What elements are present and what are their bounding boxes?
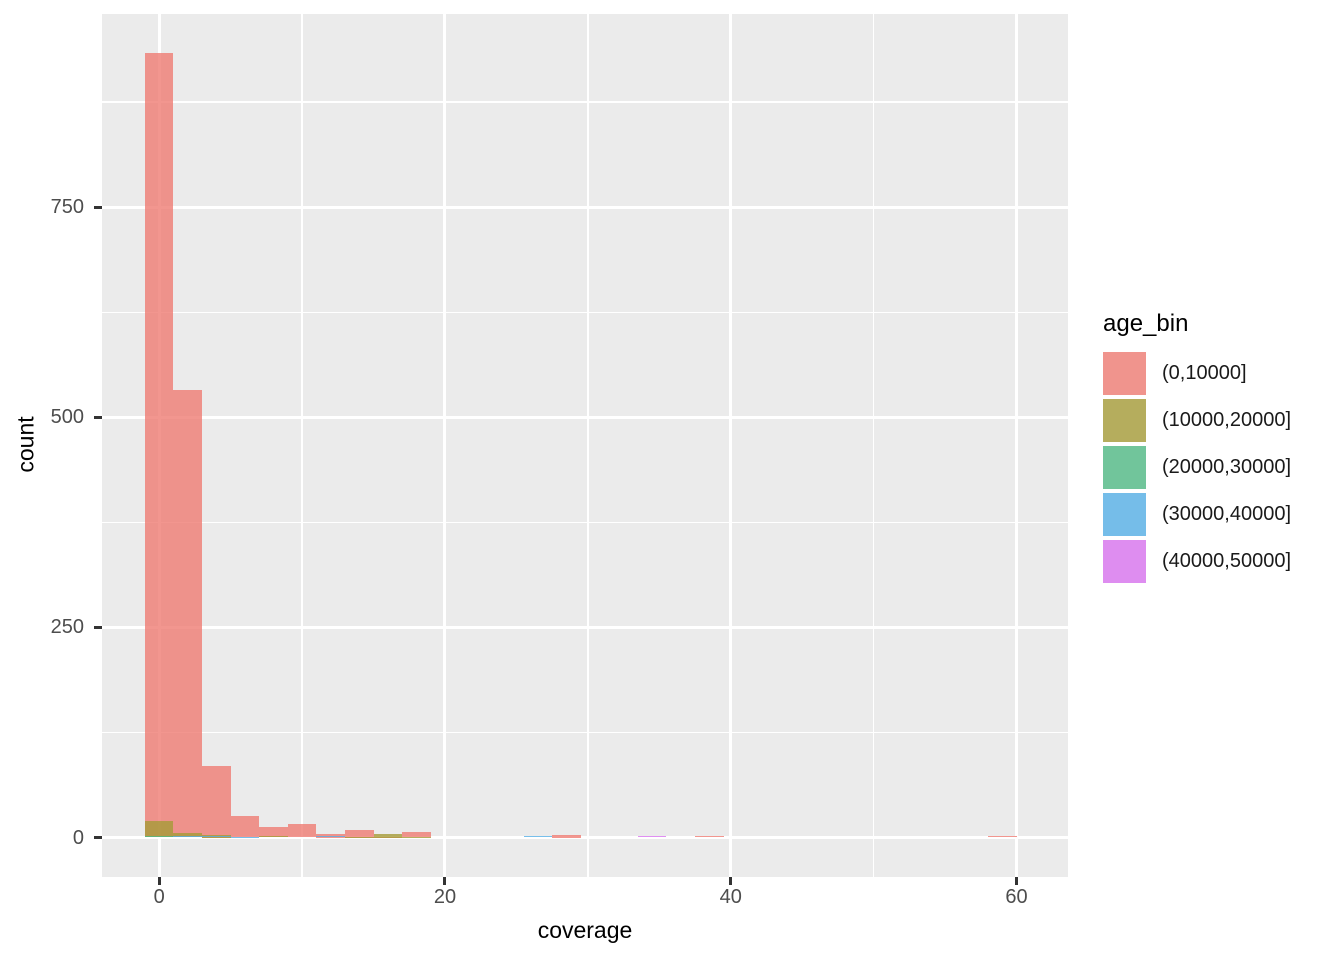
y-tick-mark: [94, 625, 102, 629]
x-tick-mark: [157, 877, 161, 885]
legend-item: (30000,40000]: [1103, 493, 1291, 536]
y-major-gridline: [102, 415, 1068, 419]
histogram-bar: [344, 836, 374, 838]
y-major-gridline: [102, 625, 1068, 629]
legend-label: (20000,30000]: [1162, 456, 1292, 478]
histogram-bar: [144, 835, 174, 838]
histogram-bar: [259, 835, 288, 838]
histogram-bar: [402, 832, 431, 838]
histogram-bar: [373, 834, 403, 838]
histogram-bar: [987, 835, 1017, 838]
x-minor-gridline: [872, 14, 875, 877]
x-minor-gridline: [301, 14, 303, 877]
legend-swatch: [1103, 493, 1146, 536]
histogram-bar: [230, 836, 260, 838]
histogram-bar: [287, 824, 317, 838]
histogram-bar: [523, 835, 553, 838]
legend-key: [1103, 446, 1146, 489]
legend-swatch: [1103, 352, 1146, 395]
histogram-bar: [637, 835, 667, 838]
x-tick-label: 20: [433, 886, 457, 908]
y-tick-label: 500: [50, 406, 84, 429]
histogram-bar: [402, 836, 431, 838]
legend-swatch: [1103, 399, 1146, 442]
y-minor-gridline: [102, 101, 1068, 103]
y-tick-mark: [94, 205, 102, 209]
histogram-bar: [144, 820, 174, 838]
legend-label: (10000,20000]: [1162, 409, 1292, 431]
x-tick-mark: [1015, 877, 1019, 885]
legend-swatch: [1103, 446, 1146, 489]
x-tick-label: 40: [719, 886, 742, 908]
histogram-bar: [230, 816, 260, 838]
histogram-bar: [173, 835, 203, 838]
legend-item: (40000,50000]: [1103, 540, 1291, 583]
y-major-gridline: [102, 205, 1068, 209]
histogram-bar: [316, 835, 345, 838]
histogram-bar: [144, 53, 174, 838]
legend-item: (20000,30000]: [1103, 446, 1291, 489]
x-axis-title: coverage: [537, 917, 633, 943]
legend-label: (30000,40000]: [1162, 503, 1292, 525]
plot-panel: [102, 14, 1068, 877]
legend-key: [1103, 540, 1146, 583]
legend-item: (0,10000]: [1103, 352, 1291, 395]
legend-key: [1103, 352, 1146, 395]
x-major-gridline: [1015, 14, 1019, 877]
histogram-bar: [259, 827, 288, 838]
histogram-bar: [173, 389, 203, 838]
legend: age_bin (0,10000] (10000,20000] (20000,300…: [1103, 310, 1291, 587]
histogram-bar: [202, 766, 231, 838]
legend-title: age_bin: [1103, 310, 1189, 337]
legend-label: (0,10000]: [1162, 362, 1247, 384]
x-tick-label: 60: [1005, 886, 1028, 908]
x-tick-mark: [443, 877, 447, 885]
histogram-bar: [552, 834, 581, 838]
x-major-gridline: [443, 14, 447, 877]
y-tick-label: 0: [72, 826, 84, 849]
y-tick-mark: [94, 836, 102, 839]
y-axis-title: count: [12, 416, 39, 473]
legend-swatch: [1103, 540, 1146, 583]
x-tick-mark: [729, 877, 733, 885]
x-major-gridline: [729, 14, 733, 877]
y-tick-mark: [94, 415, 102, 419]
histogram-bar: [695, 835, 724, 838]
x-minor-gridline: [587, 14, 589, 877]
legend-label: (40000,50000]: [1162, 550, 1292, 572]
histogram-bar: [344, 829, 374, 838]
histogram-bar: [202, 835, 231, 838]
y-minor-gridline: [102, 731, 1068, 734]
legend-key: [1103, 399, 1146, 442]
legend-items: (0,10000] (10000,20000] (20000,30000] (3000…: [1103, 352, 1291, 583]
histogram-bar: [173, 833, 203, 838]
y-tick-label: 250: [50, 616, 84, 639]
x-tick-label: 0: [153, 886, 165, 908]
y-minor-gridline: [102, 311, 1068, 314]
legend-item: (10000,20000]: [1103, 399, 1291, 442]
y-major-gridline: [102, 836, 1068, 839]
y-tick-label: 750: [50, 196, 84, 219]
y-minor-gridline: [102, 521, 1068, 524]
legend-key: [1103, 493, 1146, 536]
